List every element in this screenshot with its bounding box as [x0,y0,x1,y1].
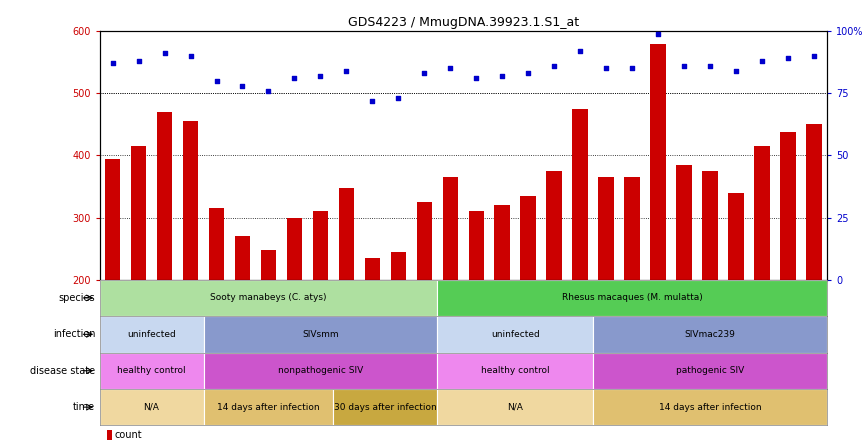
Text: nonpathogenic SIV: nonpathogenic SIV [278,366,363,375]
Point [521,70,535,77]
Bar [157,112,172,404]
Point [106,60,120,67]
Text: healthy control: healthy control [117,366,186,375]
Text: healthy control: healthy control [481,366,550,375]
Text: SIVsmm: SIVsmm [302,330,339,339]
Bar [339,188,354,404]
Bar [391,252,406,404]
Point [443,65,457,72]
Text: SIVmac239: SIVmac239 [685,330,735,339]
Bar [593,316,827,353]
Bar [100,280,437,316]
Bar [806,124,822,404]
Bar [313,211,328,404]
Point [781,55,795,62]
Text: pathogenic SIV: pathogenic SIV [676,366,744,375]
Point [755,57,769,64]
Bar [780,132,796,404]
Bar [107,428,112,440]
Bar [437,389,593,425]
Bar [624,177,640,404]
Bar [365,258,380,404]
Text: time: time [73,402,95,412]
Point [573,48,587,55]
Point [677,62,691,69]
Bar [100,353,204,389]
Point [210,77,223,84]
Text: N/A: N/A [144,403,159,412]
Bar [572,109,588,404]
Bar [417,202,432,404]
Bar [183,121,198,404]
Point [313,72,327,79]
Text: uninfected: uninfected [127,330,176,339]
Bar [437,280,827,316]
Point [703,62,717,69]
Bar [520,196,536,404]
Text: species: species [59,293,95,303]
Point [651,30,665,37]
Text: infection: infection [53,329,95,339]
Bar [131,146,146,404]
Point [495,72,509,79]
Point [339,67,353,75]
Bar [593,353,827,389]
Bar [204,316,437,353]
Text: Sooty manabeys (C. atys): Sooty manabeys (C. atys) [210,293,326,302]
Point [547,62,561,69]
Bar [593,389,827,425]
Bar [494,205,510,404]
Point [469,75,483,82]
Point [417,70,431,77]
Bar [437,316,593,353]
Bar [287,218,302,404]
Bar [105,159,120,404]
Text: 30 days after infection: 30 days after infection [334,403,436,412]
Bar [598,177,614,404]
Point [236,82,249,89]
Bar [650,44,666,404]
Point [262,87,275,94]
Point [625,65,639,72]
Bar [728,193,744,404]
Text: disease state: disease state [30,366,95,376]
Point [729,67,743,75]
Bar [204,353,437,389]
Bar [754,146,770,404]
Bar [100,316,204,353]
Bar [437,353,593,389]
Title: GDS4223 / MmugDNA.39923.1.S1_at: GDS4223 / MmugDNA.39923.1.S1_at [348,16,578,28]
Bar [100,389,204,425]
Text: 14 days after infection: 14 days after infection [659,403,761,412]
Bar [546,171,562,404]
Bar [261,250,276,404]
Point [288,75,301,82]
Text: count: count [114,430,142,440]
Text: uninfected: uninfected [491,330,540,339]
Text: N/A: N/A [507,403,523,412]
Point [599,65,613,72]
Bar [333,389,437,425]
Point [184,52,197,59]
Point [158,50,171,57]
Bar [235,236,250,404]
Bar [204,389,333,425]
Text: Rhesus macaques (M. mulatta): Rhesus macaques (M. mulatta) [562,293,702,302]
Point [391,95,405,102]
Point [365,97,379,104]
Bar [209,208,224,404]
Point [807,52,821,59]
Text: 14 days after infection: 14 days after infection [217,403,320,412]
Bar [469,211,484,404]
Bar [676,165,692,404]
Bar [702,171,718,404]
Bar [443,177,458,404]
Point [132,57,145,64]
